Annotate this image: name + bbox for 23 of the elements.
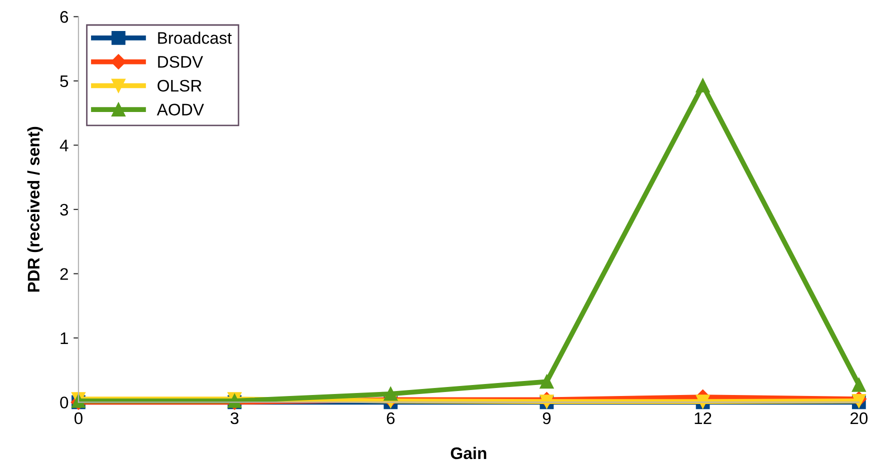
- x-tick-label: 6: [386, 412, 395, 424]
- x-axis-title: Gain: [450, 446, 486, 460]
- x-tick-label: 12: [694, 412, 712, 424]
- x-tick-label: 20: [850, 412, 868, 424]
- y-tick-label: 0: [60, 396, 68, 408]
- legend-label: Broadcast: [158, 32, 232, 44]
- legend-label: OLSR: [158, 80, 202, 92]
- y-tick-label: 4: [60, 140, 68, 152]
- legend-label: AODV: [156, 104, 204, 116]
- point: [384, 386, 398, 401]
- y-tick-label: 6: [60, 11, 68, 23]
- x-tick-label: 3: [230, 412, 238, 424]
- point: [696, 78, 710, 92]
- y-axis-title: PDR (received / sent): [27, 126, 43, 292]
- y-tick-label: 1: [60, 332, 68, 344]
- y-tick-label: 3: [60, 204, 68, 216]
- point: [540, 374, 554, 389]
- x-tick-label: 9: [542, 412, 551, 424]
- point: [852, 378, 866, 392]
- y-tick-label: 5: [60, 75, 68, 88]
- legend-label: DSDV: [158, 56, 204, 68]
- x-tick-label: 0: [74, 412, 82, 424]
- y-tick-label: 2: [60, 268, 68, 280]
